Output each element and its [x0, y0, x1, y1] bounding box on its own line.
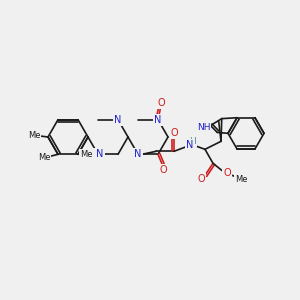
- Text: O: O: [157, 98, 165, 108]
- Text: N: N: [154, 115, 162, 125]
- Text: O: O: [159, 165, 167, 175]
- Text: O: O: [197, 174, 205, 184]
- Text: N: N: [134, 149, 142, 159]
- Text: N: N: [96, 149, 104, 159]
- Text: N: N: [94, 149, 102, 159]
- Text: Me: Me: [38, 153, 50, 162]
- Text: O: O: [170, 128, 178, 138]
- Text: Me: Me: [28, 131, 40, 140]
- Text: NH: NH: [197, 123, 210, 132]
- Text: N: N: [186, 140, 194, 150]
- Text: Me: Me: [80, 150, 92, 159]
- Text: O: O: [223, 168, 231, 178]
- Text: Me: Me: [235, 175, 247, 184]
- Text: H: H: [190, 137, 196, 146]
- Text: N: N: [114, 115, 122, 125]
